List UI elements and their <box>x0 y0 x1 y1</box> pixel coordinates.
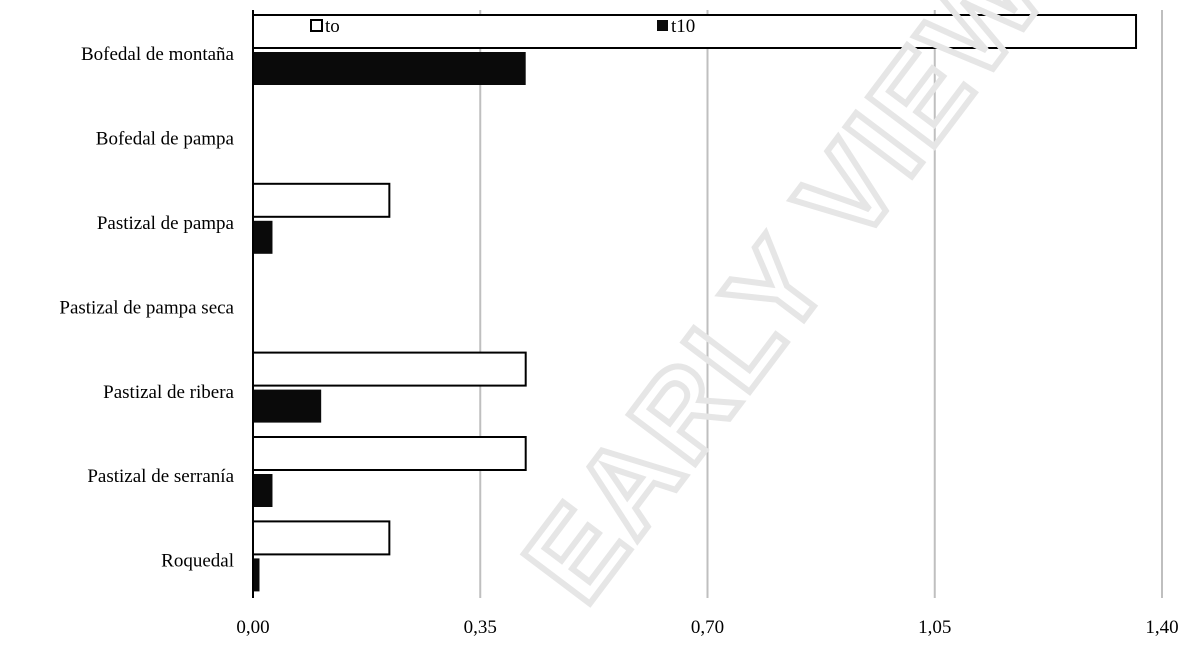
legend-swatch-to <box>310 19 323 32</box>
bar-to-2 <box>252 182 391 218</box>
x-tick-label: 0,70 <box>691 617 724 638</box>
x-tick-label: 1,05 <box>918 617 951 638</box>
category-label: Bofedal de pampa <box>96 129 235 150</box>
bar-t10-2 <box>253 220 273 254</box>
bars <box>252 14 1138 592</box>
category-label: Pastizal de pampa <box>97 213 235 234</box>
legend: to t10 <box>310 16 695 37</box>
legend-label-t10: t10 <box>671 16 695 37</box>
x-tick-labels: 0,00 0,35 0,70 1,05 1,40 <box>236 617 1178 638</box>
x-tick-label: 0,00 <box>236 617 269 638</box>
watermark-text: EARLY VIEW <box>499 0 1072 626</box>
gridlines <box>479 10 1163 598</box>
category-label: Pastizal de serranía <box>87 466 234 487</box>
x-tick-label: 0,35 <box>464 617 497 638</box>
bar-t10-4 <box>253 389 322 423</box>
bar-to-6 <box>252 520 391 556</box>
bar-to-4 <box>252 351 527 387</box>
bar-t10-6 <box>253 558 260 592</box>
category-labels: Bofedal de montaña Bofedal de pampa Pastiz… <box>59 44 234 571</box>
bar-t10-0 <box>253 52 526 85</box>
category-label: Pastizal de ribera <box>103 382 234 403</box>
bar-to-5 <box>252 436 527 471</box>
category-label: Pastizal de pampa seca <box>59 297 234 318</box>
bar-t10-5 <box>253 474 273 507</box>
category-label: Bofedal de montaña <box>81 44 235 65</box>
bar-to-0 <box>252 14 1138 49</box>
category-label: Roquedal <box>161 551 234 572</box>
legend-label-to: to <box>325 16 340 37</box>
x-tick-label: 1,40 <box>1145 617 1178 638</box>
legend-swatch-t10 <box>657 20 668 31</box>
